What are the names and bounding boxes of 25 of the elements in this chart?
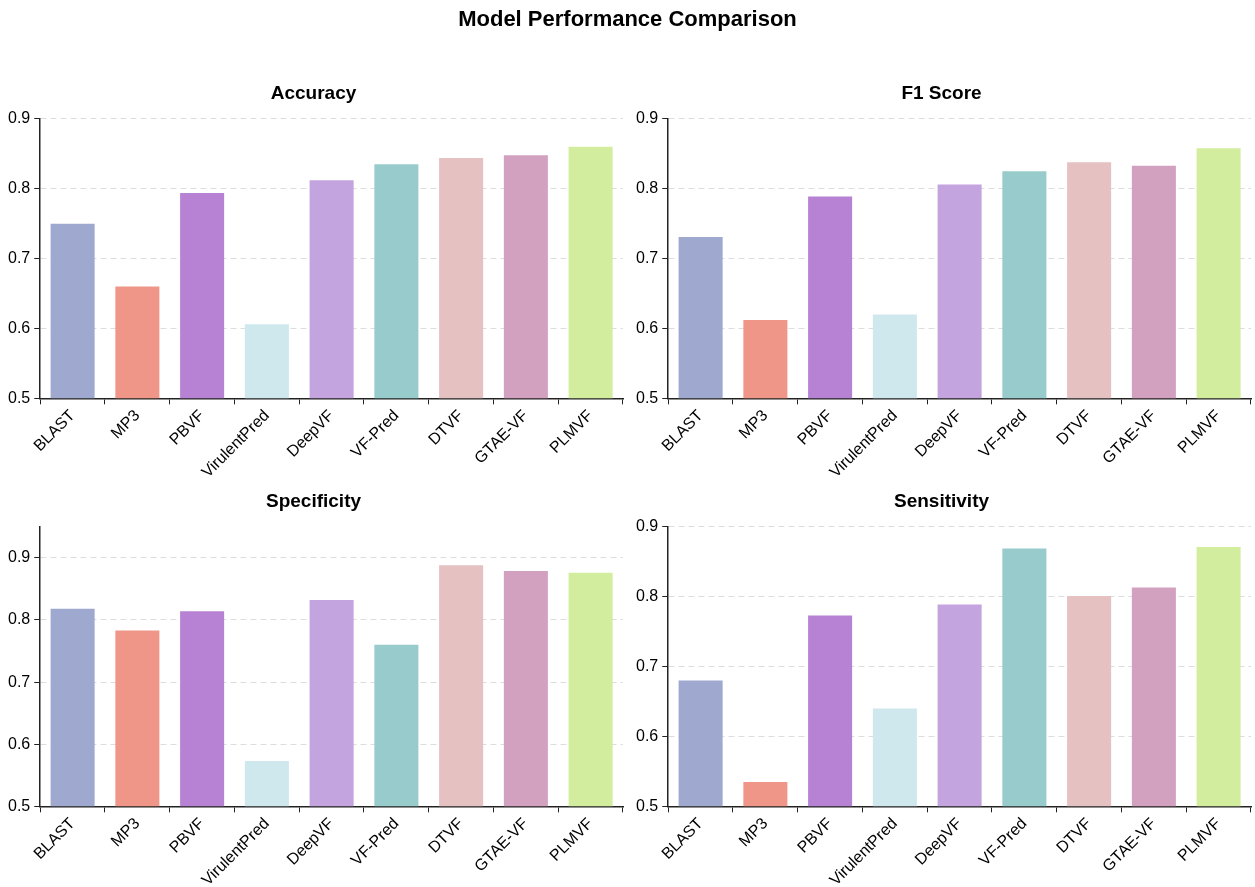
y-tick-label: 0.5	[7, 796, 31, 814]
chart-title: Accuracy	[270, 81, 357, 103]
y-tick-label: 0.5	[635, 388, 659, 406]
y-tick-label: 0.9	[7, 548, 31, 566]
y-tick-label: 0.6	[7, 318, 31, 336]
chart-title: Specificity	[265, 489, 362, 511]
y-tick-label: 0.8	[635, 587, 659, 605]
chart-title: Sensitivity	[893, 489, 990, 511]
y-tick-label: 0.5	[635, 796, 659, 814]
y-tick-label: 0.9	[635, 517, 659, 535]
y-tick-label: 0.8	[635, 179, 659, 197]
y-tick-label: 0.7	[7, 672, 31, 690]
y-tick-label: 0.9	[7, 109, 31, 127]
y-tick-label: 0.8	[7, 179, 31, 197]
y-tick-label: 0.6	[635, 726, 659, 744]
text: Model Performance Comparison	[457, 6, 798, 32]
y-tick-label: 0.7	[7, 248, 31, 266]
y-tick-label: 0.5	[7, 388, 31, 406]
y-tick-label: 0.8	[7, 610, 31, 628]
y-tick-label: 0.7	[635, 656, 659, 674]
chart-title: F1 Score	[901, 81, 982, 103]
y-tick-label: 0.9	[635, 109, 659, 127]
y-tick-label: 0.6	[635, 318, 659, 336]
y-tick-label: 0.7	[635, 248, 659, 266]
y-tick-label: 0.6	[7, 734, 31, 752]
